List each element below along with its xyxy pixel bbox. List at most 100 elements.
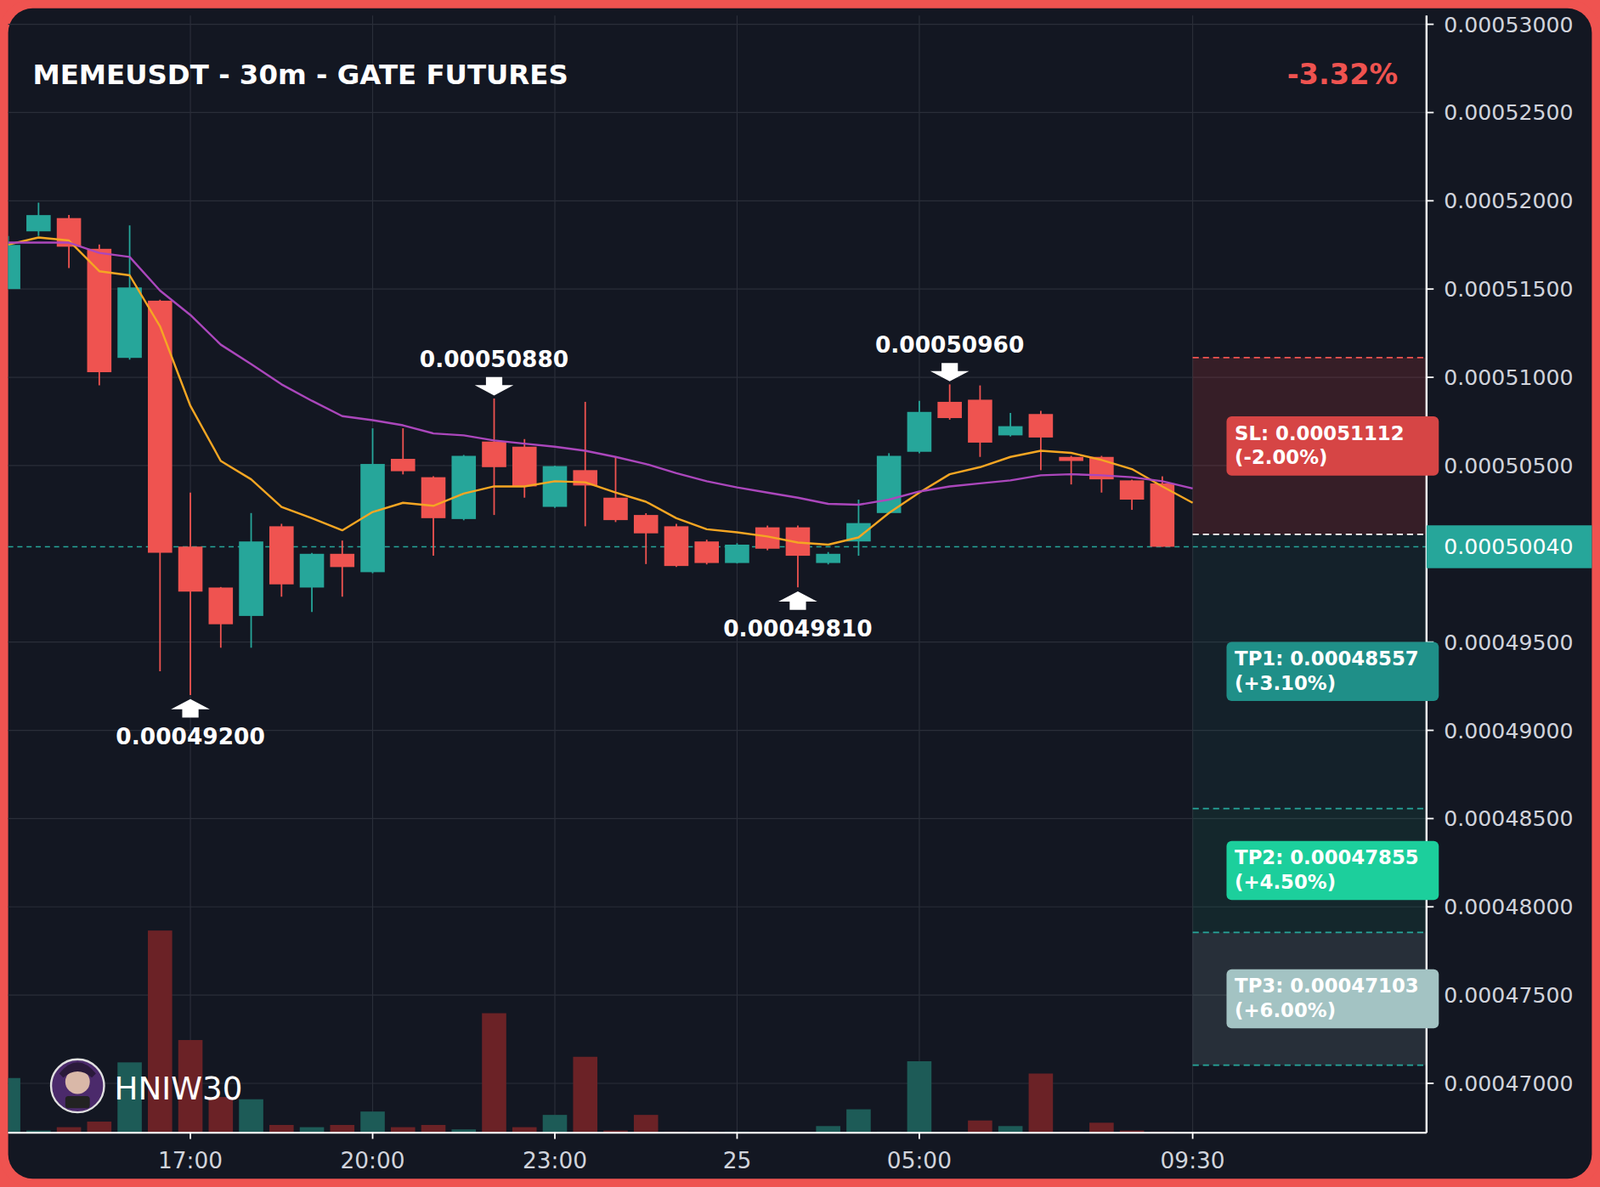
trade-change: (-2.00%) xyxy=(1234,446,1328,469)
y-tick xyxy=(1426,817,1434,820)
annotation-arrow xyxy=(474,377,515,396)
y-tick-label: 0.00049000 xyxy=(1443,718,1573,744)
trade-label-box xyxy=(1226,841,1439,901)
x-tick-label: 09:30 xyxy=(1160,1147,1226,1174)
annotations: 0.000508800.000509600.000492000.00049810 xyxy=(115,331,1024,749)
candle-body xyxy=(481,441,507,468)
volume-bar xyxy=(633,1114,659,1133)
candle-body xyxy=(209,587,234,624)
ma-line xyxy=(8,237,1193,545)
change-label: -3.32% xyxy=(1287,57,1399,91)
frame xyxy=(0,0,1600,1187)
grid-line xyxy=(736,15,738,1133)
candle-body xyxy=(1150,483,1176,548)
candle-body xyxy=(178,546,204,592)
volume-bar xyxy=(238,1099,264,1133)
volume-bar xyxy=(481,1012,507,1133)
y-tick-label: 0.00049500 xyxy=(1443,630,1573,656)
x-tick xyxy=(918,1132,921,1139)
grid-line xyxy=(918,15,920,1133)
candle-body xyxy=(1119,480,1145,500)
last-price-box xyxy=(1426,525,1593,568)
x-tick-label: 05:00 xyxy=(887,1147,952,1174)
volume-bar xyxy=(87,1121,113,1133)
volume-bar xyxy=(360,1111,385,1133)
volume-bar xyxy=(269,1125,294,1133)
candle-body xyxy=(512,446,538,487)
trade-label: TP3: 0.00047103 xyxy=(1234,974,1420,997)
y-tick-label: 0.00048000 xyxy=(1443,894,1573,920)
y-tick-label: 0.00053000 xyxy=(1443,12,1573,38)
candle-body xyxy=(238,541,264,617)
candle-body xyxy=(542,466,568,508)
avatar xyxy=(50,1059,104,1113)
x-tick xyxy=(372,1132,374,1139)
plot-area xyxy=(8,203,1193,1134)
candle-body xyxy=(147,300,173,554)
candle-body xyxy=(815,554,841,564)
volume-bar xyxy=(1028,1073,1054,1133)
candle-body xyxy=(998,426,1024,436)
candle-body xyxy=(1058,457,1084,462)
x-tick xyxy=(1192,1132,1194,1139)
y-tick-label: 0.00051500 xyxy=(1443,277,1573,302)
target-line xyxy=(1192,1064,1427,1067)
volume-bar xyxy=(329,1125,355,1133)
candle-body xyxy=(329,554,355,568)
trade-label-box xyxy=(1226,641,1439,702)
target-line xyxy=(1192,931,1427,933)
stop-loss-line xyxy=(1192,356,1427,359)
candle-body xyxy=(451,455,476,519)
annotation-arrow xyxy=(170,699,210,719)
volume-bar xyxy=(967,1120,993,1133)
trade-label: TP1: 0.00048557 xyxy=(1234,647,1420,670)
candle-body xyxy=(876,455,902,513)
entry-line xyxy=(1192,533,1427,536)
y-tick-label: 0.00051000 xyxy=(1443,365,1573,391)
volume-bar xyxy=(907,1061,933,1133)
candle-wick xyxy=(189,492,192,696)
grid-line xyxy=(8,23,1427,25)
y-tick-label: 0.00047000 xyxy=(1443,1071,1573,1097)
y-tick xyxy=(1426,905,1434,908)
annotation-arrow xyxy=(778,591,818,611)
candle-body xyxy=(421,477,447,519)
y-tick xyxy=(1426,199,1434,202)
y-tick xyxy=(1426,23,1434,26)
candle-body xyxy=(907,412,933,453)
grid xyxy=(8,15,1427,1133)
y-tick xyxy=(1426,376,1434,379)
candle-body xyxy=(694,541,719,563)
volume-bar xyxy=(542,1114,568,1133)
volume-bar xyxy=(421,1125,447,1133)
x-tick-label: 17:00 xyxy=(158,1147,223,1174)
candle-body xyxy=(117,287,142,358)
candle-body xyxy=(664,525,690,566)
candle-body xyxy=(26,214,51,232)
x-tick xyxy=(189,1132,192,1139)
volume-bar xyxy=(846,1109,871,1134)
ma-line xyxy=(8,243,1193,505)
trade-change: (+4.50%) xyxy=(1234,870,1336,894)
candle-wick xyxy=(341,540,344,597)
avatar-hair xyxy=(59,1062,97,1078)
trade-label-box xyxy=(1226,416,1439,476)
trade-label: TP2: 0.00047855 xyxy=(1234,846,1420,869)
x-axis-line xyxy=(8,1131,1427,1134)
candle-body xyxy=(603,497,628,521)
candle-body xyxy=(299,554,325,588)
x-tick-label: 20:00 xyxy=(339,1147,405,1174)
x-tick xyxy=(554,1132,556,1139)
trade-label: SL: 0.00051112 xyxy=(1234,422,1404,445)
chart: 0.000508800.000509600.000492000.00049810… xyxy=(0,0,1600,1187)
y-tick xyxy=(1426,112,1434,114)
candle-body xyxy=(937,401,962,419)
x-tick-label: 25 xyxy=(723,1147,752,1174)
trade-lines: SL: 0.00051112(-2.00%)TP1: 0.00048557(+3… xyxy=(1192,357,1440,1066)
y-tick-label: 0.00052000 xyxy=(1443,188,1573,214)
x-tick-label: 23:00 xyxy=(522,1147,588,1174)
candle-wick xyxy=(584,401,587,526)
y-tick xyxy=(1426,729,1434,732)
annotation-label: 0.00050960 xyxy=(875,331,1024,358)
background xyxy=(8,8,1593,1179)
